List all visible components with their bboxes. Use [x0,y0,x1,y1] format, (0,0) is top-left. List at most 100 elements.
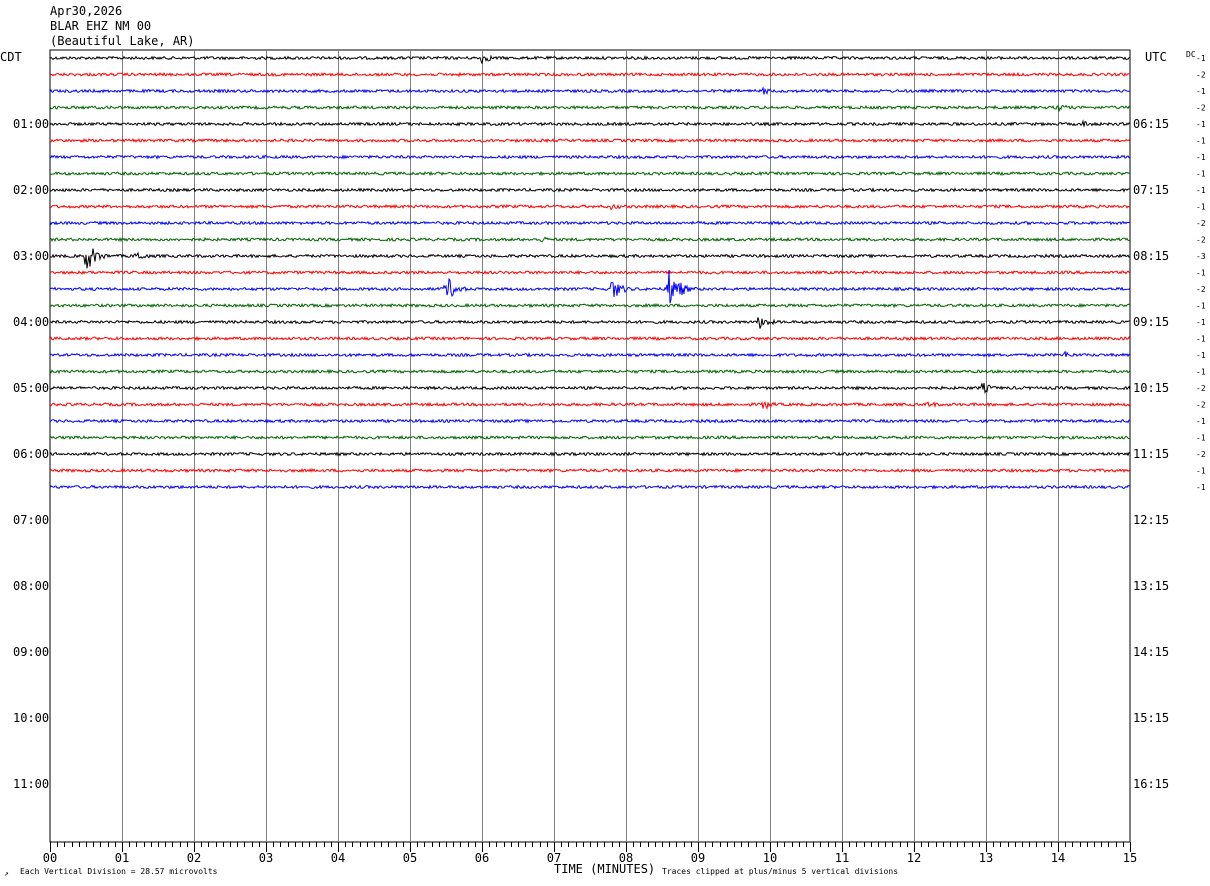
x-tick-label: 07 [547,851,561,865]
cdt-hour-label: 05:00 [13,381,49,395]
x-tick-label: 10 [763,851,777,865]
x-tick-label: 00 [43,851,57,865]
dc-value: -2 [1196,219,1206,228]
trace-row [49,418,1131,424]
x-tick-label: 05 [403,851,417,865]
trace-row [49,270,1131,304]
cdt-hour-label: 04:00 [13,315,49,329]
trace-row [49,220,1131,226]
location-label: (Beautiful Lake, AR) [50,34,195,48]
x-axis-title: TIME (MINUTES) [554,862,655,876]
dc-value: -3 [1196,252,1206,261]
trace-row [49,382,1131,395]
x-tick-label: 09 [691,851,705,865]
utc-hour-label: 06:15 [1133,117,1169,131]
x-tick-label: 15 [1123,851,1137,865]
utc-hour-label: 14:15 [1133,645,1169,659]
trace-row [49,137,1131,144]
trace-row [49,187,1130,193]
x-tick-label: 11 [835,851,849,865]
trace-row [49,86,1131,95]
trace-row [49,269,1131,276]
dc-value: -1 [1196,170,1206,179]
dc-value: -2 [1196,285,1206,294]
x-tick-label: 13 [979,851,993,865]
trace-row [49,467,1131,474]
dc-value: -1 [1196,467,1206,476]
utc-hour-label: 11:15 [1133,447,1169,461]
x-tick-label: 02 [187,851,201,865]
trace-row [49,350,1131,358]
dc-value: -1 [1196,483,1206,492]
date-label: Apr30,2026 [50,4,122,18]
dc-value: -1 [1196,186,1206,195]
utc-hour-label: 09:15 [1133,315,1169,329]
utc-hour-label: 13:15 [1133,579,1169,593]
dc-value: -1 [1196,434,1206,443]
x-tick-label: 01 [115,851,129,865]
x-tick-label: 04 [331,851,345,865]
trace-row [49,434,1131,441]
utc-hour-label: 12:15 [1133,513,1169,527]
cdt-hour-label: 09:00 [13,645,49,659]
trace-row [49,368,1131,375]
utc-hour-label: 15:15 [1133,711,1169,725]
x-tick-label: 03 [259,851,273,865]
dc-value: -2 [1196,104,1206,113]
dc-value: -2 [1196,236,1206,245]
x-tick-label: 08 [619,851,633,865]
cdt-hour-label: 02:00 [13,183,49,197]
dc-values: -1 -2 -1 -2 -1 -1 -1 -1 -1 -1 -2 -2 -3 -1 -2 -1 -1 -1 -1 -1… [1196,54,1206,492]
cdt-hour-label: 11:00 [13,777,49,791]
dc-value: -2 [1196,384,1206,393]
trace-row [49,54,1131,64]
trace-row [49,302,1131,309]
trace-row [49,71,1131,78]
dc-value: -1 [1196,318,1206,327]
dc-value: -1 [1196,203,1206,212]
utc-hour-label: 07:15 [1133,183,1169,197]
dc-label: DC [1186,50,1196,59]
dc-value: -2 [1196,401,1206,410]
trace-group [49,54,1131,490]
utc-hour-label: 10:15 [1133,381,1169,395]
dc-value: -1 [1196,54,1206,63]
dc-value: -2 [1196,450,1206,459]
trace-row [49,317,1131,329]
dc-value: -1 [1196,351,1206,360]
dc-value: -1 [1196,335,1206,344]
cdt-hour-label: 06:00 [13,447,49,461]
x-tick-label: 14 [1051,851,1065,865]
left-timezone-label: CDT [0,50,22,64]
x-tick-label: 12 [907,851,921,865]
dc-value: -1 [1196,269,1206,278]
cdt-hour-label: 01:00 [13,117,49,131]
trace-row [49,104,1131,112]
trace-row [49,484,1131,490]
trace-row [49,119,1131,127]
x-tick-label: 06 [475,851,489,865]
scale-icon: ↗ [4,869,9,878]
cdt-hour-label: 03:00 [13,249,49,263]
dc-value: -1 [1196,302,1206,311]
dc-value: -2 [1196,71,1206,80]
vertical-division-note: Each Vertical Division = 28.57 microvolt… [20,867,218,876]
grid-lines [49,49,1131,843]
cdt-hour-label: 07:00 [13,513,49,527]
dc-value: -1 [1196,417,1206,426]
dc-value: -1 [1196,87,1206,96]
utc-hour-label: 16:15 [1133,777,1169,791]
dc-value: -1 [1196,120,1206,129]
cdt-hour-label: 10:00 [13,711,49,725]
trace-row [49,451,1131,457]
trace-row [49,170,1131,177]
trace-row [49,248,1131,269]
cdt-hour-label: 08:00 [13,579,49,593]
dc-value: -1 [1196,153,1206,162]
plot-frame [49,49,1131,843]
trace-row [49,154,1131,160]
hour-labels: 01:00 02:00 03:00 04:00 05:00 06:00 07:00 08:00… [13,117,1169,791]
right-timezone-label: UTC [1145,50,1167,64]
trace-row [49,236,1131,243]
trace-row [49,401,1131,411]
